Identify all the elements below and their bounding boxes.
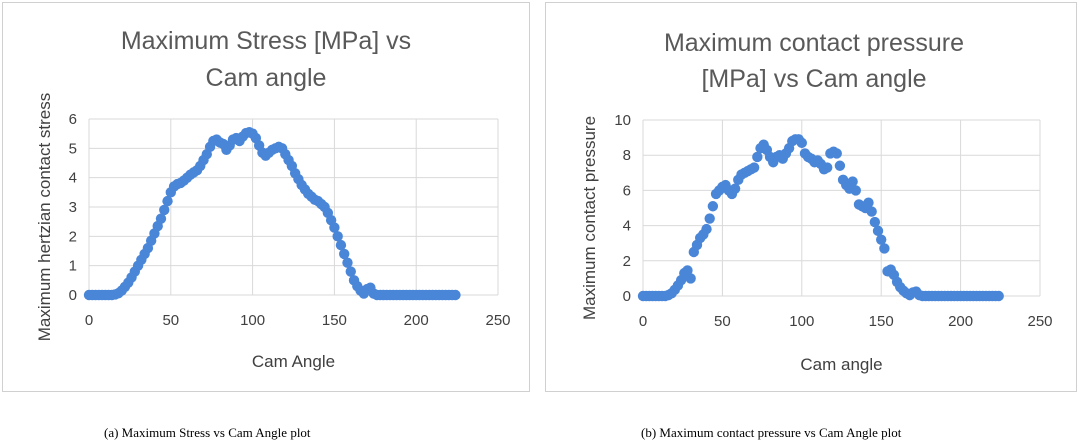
y-tick-label: 6 — [69, 111, 77, 128]
pressure-chart: Maximum contact pressure [MPa] vs Cam ang… — [580, 29, 1053, 374]
data-point — [701, 223, 712, 235]
data-point — [876, 234, 887, 245]
data-point — [729, 183, 741, 194]
data-point — [850, 185, 861, 196]
x-tick-label: 100 — [789, 313, 814, 330]
y-tick-label: 0 — [623, 288, 631, 305]
data-point — [342, 257, 353, 268]
data-point — [834, 160, 846, 171]
data-point — [335, 239, 347, 251]
chart-title-line: [MPa] vs Cam angle — [701, 65, 926, 93]
data-point — [332, 231, 343, 242]
data-point — [685, 273, 696, 284]
data-point — [993, 290, 1004, 302]
caption-b: (b) Maximum contact pressure vs Cam Angl… — [641, 425, 902, 440]
x-axis-label: Cam angle — [800, 355, 882, 374]
data-point — [339, 248, 350, 260]
y-tick-label: 4 — [69, 170, 77, 187]
data-point — [450, 289, 461, 301]
y-tick-label: 10 — [614, 112, 631, 129]
y-tick-label: 3 — [69, 199, 77, 216]
data-point — [869, 216, 881, 228]
x-tick-label: 250 — [485, 312, 510, 329]
y-tick-label: 2 — [69, 228, 77, 245]
x-tick-label: 50 — [714, 313, 731, 330]
data-point — [345, 266, 356, 277]
chart-panel-b: Maximum contact pressure [MPa] vs Cam ang… — [545, 2, 1077, 392]
data-point — [329, 222, 340, 233]
y-tick-label: 2 — [623, 253, 631, 270]
y-tick-label: 0 — [69, 287, 77, 304]
chart-title-line: Maximum contact pressure — [664, 29, 964, 57]
y-axis-label: Maximum contact pressure — [580, 116, 599, 320]
x-tick-label: 0 — [639, 313, 647, 330]
y-axis-label: Maximum hertzian contact stress — [35, 93, 54, 341]
chart-panel-a: Maximum Stress [MPa] vs Cam angle 0 1 2 3 4 5 6 0… — [2, 2, 530, 392]
x-tick-label: 0 — [85, 312, 93, 329]
chart-title-line: Cam angle — [206, 64, 327, 92]
data-point — [872, 225, 884, 237]
stress-chart: Maximum Stress [MPa] vs Cam angle 0 1 2 3 4 5 6 0… — [35, 27, 511, 371]
y-tick-label: 8 — [623, 147, 631, 164]
data-point — [162, 195, 173, 207]
chart-title-line: Maximum Stress [MPa] vs — [121, 27, 411, 55]
data-point — [831, 148, 842, 159]
y-tick-label: 5 — [69, 140, 77, 157]
data-point — [822, 162, 833, 173]
x-tick-label: 150 — [322, 312, 347, 329]
data-point — [752, 151, 763, 163]
y-tick-label: 1 — [69, 258, 77, 275]
caption-a: (a) Maximum Stress vs Cam Angle plot — [104, 425, 311, 440]
data-point — [704, 213, 715, 224]
x-tick-label: 200 — [948, 313, 973, 330]
data-point — [155, 213, 167, 224]
data-point — [863, 197, 874, 208]
y-tick-label: 4 — [623, 218, 631, 235]
x-axis-label: Cam Angle — [252, 352, 335, 371]
data-point — [159, 204, 170, 216]
data-point — [847, 176, 858, 187]
data-point — [879, 243, 890, 254]
x-tick-label: 150 — [869, 313, 894, 330]
data-point — [796, 137, 807, 149]
data-point — [682, 265, 693, 276]
y-tick-label: 6 — [623, 182, 631, 199]
data-point — [866, 206, 877, 217]
data-point — [707, 201, 719, 212]
x-tick-label: 200 — [404, 312, 429, 329]
data-point — [748, 162, 760, 173]
x-tick-label: 50 — [162, 312, 179, 329]
x-tick-label: 250 — [1027, 313, 1052, 330]
x-tick-label: 100 — [240, 312, 265, 329]
